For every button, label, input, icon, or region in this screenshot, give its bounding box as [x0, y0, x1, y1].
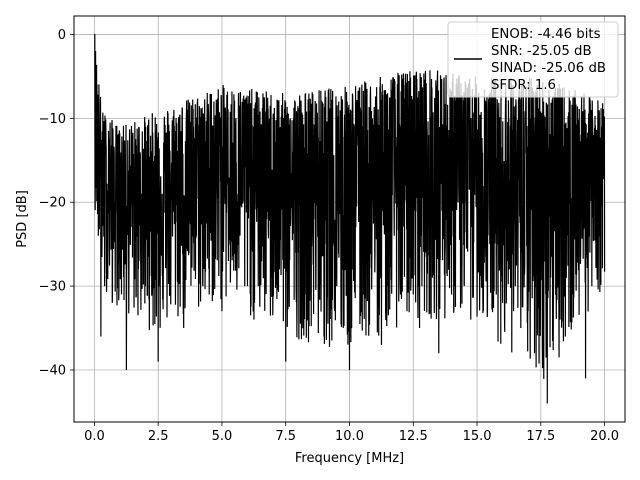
- x-tick-label: 0.0: [84, 429, 105, 444]
- legend: ENOB: -4.46 bits SNR: -25.05 dB SINAD: -25…: [447, 21, 619, 98]
- legend-box: [447, 21, 619, 98]
- legend-entry-line: SINAD: -25.06 dB: [491, 61, 606, 76]
- x-tick-label: 2.5: [148, 429, 169, 444]
- x-axis-label: Frequency [MHz]: [295, 451, 404, 466]
- y-tick-label: 0: [58, 28, 66, 43]
- y-tick-label: −10: [39, 112, 66, 127]
- x-tick-label: 7.5: [275, 429, 296, 444]
- psd-trace: [94, 33, 606, 404]
- y-tick-label: −40: [39, 363, 66, 378]
- x-tick-label: 17.5: [526, 429, 555, 444]
- legend-entry-line: SFDR: 1.6: [491, 78, 556, 93]
- y-tick-label: −30: [39, 280, 66, 295]
- x-tick-label: 10.0: [335, 429, 364, 444]
- y-tick-label: −20: [39, 196, 66, 211]
- y-axis-label: PSD [dB]: [15, 190, 30, 248]
- legend-entry-line: ENOB: -4.46 bits: [491, 27, 601, 42]
- x-tick-label: 5.0: [212, 429, 233, 444]
- psd-series-line: [94, 33, 606, 404]
- x-tick-label: 20.0: [590, 429, 619, 444]
- x-tick-label: 15.0: [463, 429, 492, 444]
- axis-ticks: 0.0 2.5 5.0 7.5 10.0 12.5 15.0 17.5 20.0 0 −10 −20 −…: [39, 28, 620, 444]
- x-tick-label: 12.5: [399, 429, 428, 444]
- legend-entry-line: SNR: -25.05 dB: [491, 44, 592, 59]
